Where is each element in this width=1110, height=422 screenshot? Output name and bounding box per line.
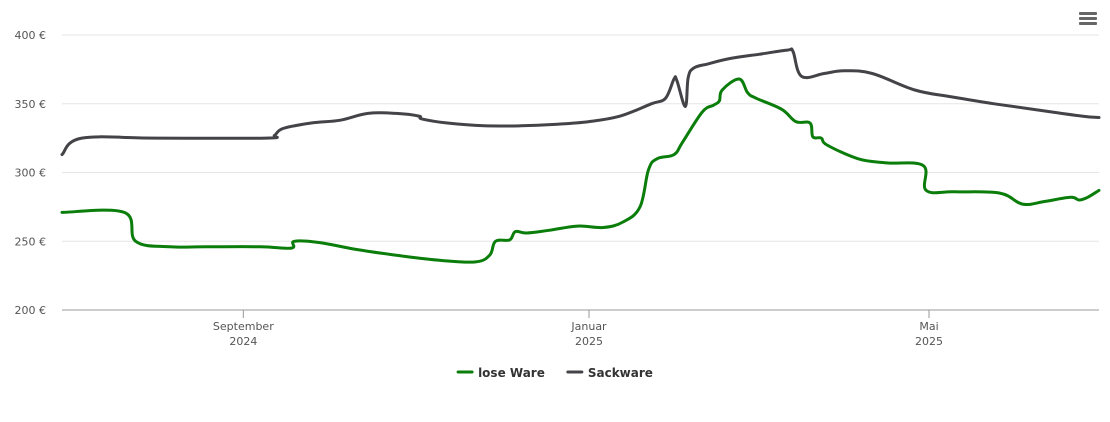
x-tick-label: Mai (919, 320, 938, 333)
legend-label: Sackware (588, 366, 653, 380)
x-tick-year-label: 2024 (229, 335, 257, 348)
y-tick-label: 250 € (15, 235, 47, 248)
series-line-sackware[interactable] (60, 47, 1101, 157)
y-axis-tick-labels: 200 € 250 € 300 € 350 € 400 € (15, 29, 47, 317)
y-tick-label: 350 € (15, 98, 47, 111)
menu-bar (1079, 17, 1097, 20)
x-tick-year-label: 2025 (915, 335, 943, 348)
x-tick-label: Januar (570, 320, 607, 333)
series-lines (60, 47, 1101, 264)
legend-label: lose Ware (478, 366, 545, 380)
legend: lose Ware Sackware (456, 366, 653, 380)
y-tick-label: 200 € (15, 304, 47, 317)
legend-item[interactable]: lose Ware (456, 366, 545, 380)
x-tick-label: September (213, 320, 274, 333)
x-axis: September 2024 Januar 2025 Mai 2025 (62, 309, 1099, 348)
x-tick-year-label: 2025 (575, 335, 603, 348)
menu-bar (1079, 22, 1097, 25)
hamburger-menu-icon[interactable] (1079, 12, 1097, 28)
legend-item[interactable]: Sackware (566, 366, 653, 380)
menu-bar (1079, 12, 1097, 15)
y-tick-label: 400 € (15, 29, 47, 42)
series-line-lose-ware[interactable] (60, 77, 1101, 264)
y-tick-label: 300 € (15, 167, 47, 180)
